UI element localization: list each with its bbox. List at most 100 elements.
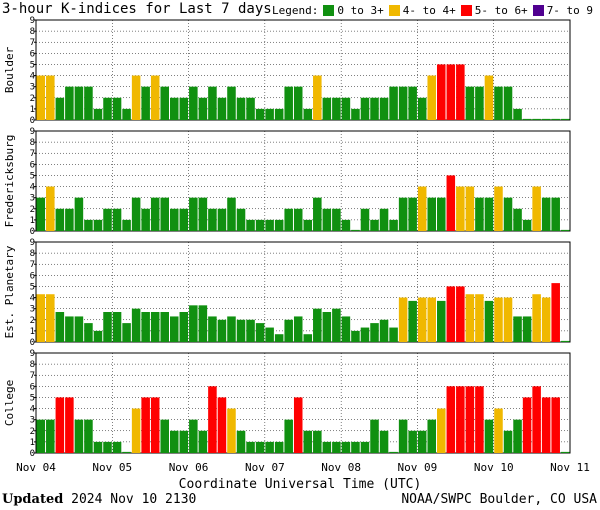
bar-est-planetary [494,297,503,342]
bar-boulder [198,97,208,120]
bar-est-planetary [84,323,93,342]
bar-boulder [36,75,46,120]
bar-fredericksburg [427,197,436,231]
bar-college [65,397,74,453]
bar-boulder [84,86,93,120]
bar-boulder [522,118,532,120]
y-tick-label: 2 [30,427,35,437]
bar-fredericksburg [513,208,522,231]
bar-boulder [446,64,456,120]
bar-boulder [131,75,141,120]
bar-boulder [103,97,112,120]
bar-est-planetary [379,319,389,342]
bar-college [360,441,370,453]
bar-est-planetary [522,316,532,342]
y-tick-label: 6 [30,160,35,170]
bar-boulder [351,108,360,120]
bar-est-planetary [465,294,475,342]
bar-fredericksburg [541,197,551,231]
bar-fredericksburg [160,197,169,231]
bar-fredericksburg [408,197,417,231]
bar-est-planetary [93,330,103,342]
legend-swatch-purple [532,5,544,16]
bar-fredericksburg [417,186,427,231]
bar-est-planetary [446,286,456,342]
y-tick-label: 5 [30,171,35,181]
bar-fredericksburg [475,197,484,231]
legend-item-0: 0 to 3+ [337,4,384,17]
bar-boulder [93,108,103,120]
bar-college [446,386,456,453]
bar-college [379,430,389,453]
bar-college [494,408,503,453]
bar-boulder [208,86,217,120]
legend-swatch-green [323,5,335,16]
bar-college [265,441,274,453]
x-tick-label: Nov 11 [550,461,590,474]
bar-fredericksburg [255,219,265,231]
bar-fredericksburg [65,208,74,231]
bar-fredericksburg [398,197,408,231]
y-tick-label: 3 [30,416,35,426]
bar-est-planetary [513,316,522,342]
bar-college [303,430,313,453]
bar-fredericksburg [551,197,560,231]
bar-boulder [46,75,55,120]
bar-college [198,430,208,453]
y-tick-label: 5 [30,393,35,403]
bar-fredericksburg [341,219,351,231]
updated-label: Updated [2,492,64,507]
bar-boulder [551,118,560,120]
bar-college [332,441,341,453]
bar-boulder [246,97,255,120]
bar-est-planetary [341,316,351,342]
bar-fredericksburg [389,219,398,231]
bar-college [427,419,436,453]
y-tick-label: 5 [30,60,35,70]
bar-fredericksburg [303,219,313,231]
bar-fredericksburg [522,219,532,231]
bar-est-planetary [255,323,265,342]
bar-boulder [398,86,408,120]
bar-boulder [494,86,503,120]
bar-boulder [389,86,398,120]
bar-est-planetary [122,323,131,342]
bar-fredericksburg [370,219,379,231]
bar-fredericksburg [150,197,160,231]
x-axis-label: Coordinate Universal Time (UTC) [178,477,422,492]
bar-fredericksburg [465,186,475,231]
updated-time: 2024 Nov 10 2130 [71,492,197,507]
y-tick-label: 3 [30,194,35,204]
bar-college [160,419,169,453]
y-tick-label: 7 [30,149,35,159]
bar-est-planetary [65,316,74,342]
bar-est-planetary [246,319,255,342]
bar-fredericksburg [284,208,293,231]
bar-est-planetary [456,286,465,342]
bar-college [456,386,465,453]
bar-boulder [227,86,236,120]
bar-boulder [112,97,122,120]
bar-fredericksburg [560,229,570,231]
bar-college [475,386,484,453]
bar-college [541,397,551,453]
bar-fredericksburg [179,208,189,231]
bar-est-planetary [484,300,494,342]
panel-label-est-planetary: Est. Planetary [3,245,16,338]
bar-college [522,397,532,453]
bar-est-planetary [417,297,427,342]
y-tick-label: 4 [30,183,35,193]
bar-boulder [217,97,227,120]
bar-college [437,408,446,453]
bar-boulder [541,118,551,120]
bar-fredericksburg [503,197,513,231]
bar-boulder [360,97,370,120]
bar-college [74,419,84,453]
bar-college [341,441,351,453]
x-tick-label: Nov 08 [321,461,361,474]
bar-college [179,430,189,453]
bar-est-planetary [284,319,293,342]
bar-est-planetary [274,334,284,342]
bar-college [122,451,131,453]
bar-college [150,397,160,453]
